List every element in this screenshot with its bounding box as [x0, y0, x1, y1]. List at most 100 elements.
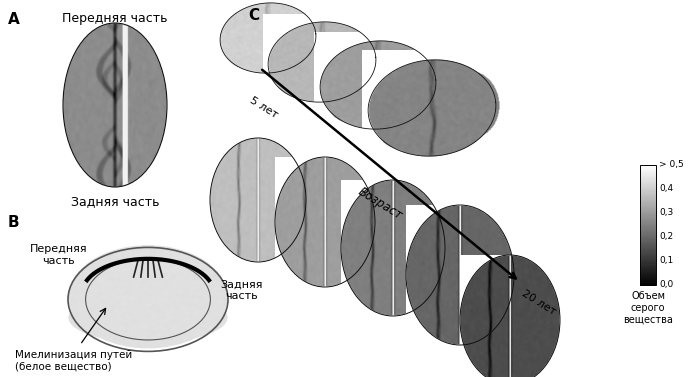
- Bar: [640, 183, 656, 185]
- Bar: [640, 209, 656, 211]
- Bar: [640, 281, 656, 283]
- Bar: [640, 199, 656, 200]
- Bar: [640, 220, 656, 222]
- Bar: [640, 226, 656, 228]
- Bar: [640, 279, 656, 281]
- Text: 0,2: 0,2: [659, 233, 673, 242]
- Bar: [640, 200, 656, 201]
- Bar: [640, 208, 656, 210]
- Bar: [640, 239, 656, 241]
- Bar: [640, 234, 656, 236]
- Bar: [640, 179, 656, 181]
- Bar: [640, 178, 656, 180]
- Bar: [640, 198, 656, 199]
- Bar: [640, 259, 656, 260]
- Bar: [640, 171, 656, 173]
- Bar: [640, 206, 656, 207]
- Bar: [640, 261, 656, 263]
- Bar: [640, 264, 656, 265]
- Bar: [640, 169, 656, 170]
- Bar: [640, 277, 656, 278]
- Bar: [640, 176, 656, 178]
- Bar: [640, 242, 656, 244]
- Bar: [640, 214, 656, 216]
- Text: Передняя часть: Передняя часть: [62, 12, 168, 25]
- Bar: [640, 181, 656, 182]
- Bar: [640, 165, 656, 167]
- Text: Задняя
часть: Задняя часть: [220, 279, 262, 301]
- Bar: [640, 256, 656, 258]
- Bar: [640, 227, 656, 229]
- Bar: [640, 241, 656, 242]
- Bar: [640, 219, 656, 221]
- Text: 20 лет: 20 лет: [520, 288, 558, 317]
- Bar: [640, 221, 656, 223]
- Bar: [640, 192, 656, 193]
- Bar: [640, 193, 656, 194]
- Bar: [640, 170, 656, 172]
- Text: C: C: [248, 8, 259, 23]
- Text: 0,3: 0,3: [659, 208, 673, 218]
- Bar: [640, 222, 656, 224]
- Text: 5 лет: 5 лет: [248, 95, 279, 120]
- Bar: [640, 284, 656, 285]
- Bar: [640, 272, 656, 273]
- Bar: [640, 202, 656, 204]
- Bar: [640, 211, 656, 212]
- Text: 0,1: 0,1: [659, 256, 673, 265]
- Bar: [640, 173, 656, 175]
- Text: 0,4: 0,4: [659, 184, 673, 193]
- Bar: [640, 248, 656, 250]
- Text: Миелинизация путей
(белое вещество): Миелинизация путей (белое вещество): [15, 350, 132, 372]
- Bar: [640, 266, 656, 268]
- Text: A: A: [8, 12, 20, 27]
- Bar: [640, 230, 656, 231]
- Bar: [640, 177, 656, 179]
- Text: Возраст: Возраст: [356, 185, 405, 222]
- Bar: [640, 167, 656, 169]
- Bar: [640, 276, 656, 277]
- Bar: [640, 166, 656, 168]
- Bar: [640, 205, 656, 206]
- Text: B: B: [8, 215, 20, 230]
- Bar: [640, 187, 656, 188]
- Bar: [640, 250, 656, 252]
- Bar: [640, 215, 656, 217]
- Bar: [640, 257, 656, 259]
- Bar: [640, 267, 656, 269]
- Bar: [640, 283, 656, 284]
- Bar: [640, 190, 656, 192]
- Bar: [640, 231, 656, 233]
- Bar: [640, 278, 656, 279]
- Bar: [640, 188, 656, 190]
- Bar: [640, 244, 656, 246]
- Text: Объем
серого
вещества: Объем серого вещества: [623, 291, 673, 324]
- Bar: [640, 265, 656, 266]
- Bar: [640, 243, 656, 245]
- Bar: [640, 172, 656, 174]
- Bar: [640, 207, 656, 209]
- Bar: [640, 251, 656, 253]
- Bar: [640, 245, 656, 247]
- Bar: [640, 217, 656, 218]
- Text: Передняя
часть: Передняя часть: [30, 244, 88, 266]
- Bar: [640, 249, 656, 251]
- Text: > 0,5: > 0,5: [659, 161, 684, 170]
- Bar: [640, 260, 656, 262]
- Bar: [640, 236, 656, 238]
- Bar: [640, 262, 656, 264]
- Bar: [640, 224, 656, 225]
- Bar: [640, 254, 656, 256]
- Bar: [640, 212, 656, 213]
- Bar: [640, 237, 656, 239]
- Bar: [640, 184, 656, 186]
- Bar: [640, 194, 656, 196]
- Bar: [640, 225, 656, 227]
- Bar: [640, 268, 656, 270]
- Bar: [640, 175, 656, 176]
- Bar: [640, 247, 656, 248]
- Bar: [640, 273, 656, 275]
- Bar: [640, 228, 656, 230]
- Text: Задняя часть: Задняя часть: [71, 195, 160, 208]
- Bar: [640, 271, 656, 272]
